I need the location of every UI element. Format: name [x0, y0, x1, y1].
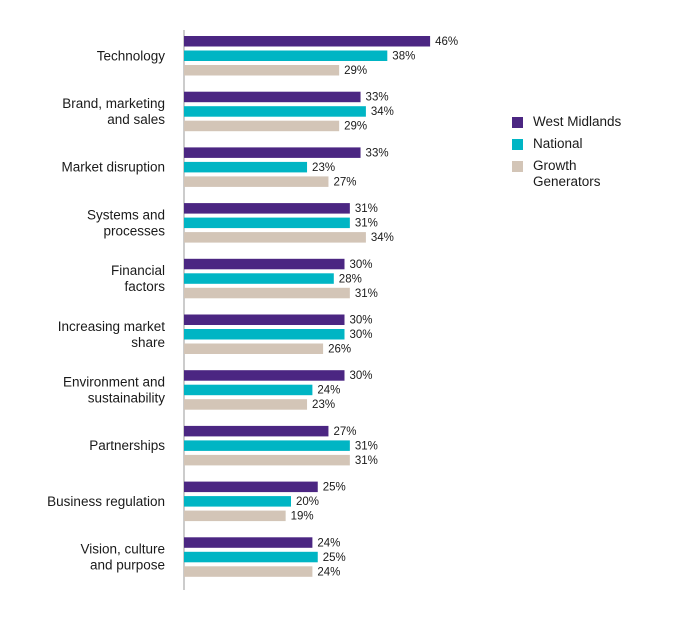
legend-item-national: National: [512, 136, 682, 152]
bar-growth-generators: [184, 287, 350, 299]
legend-label-national: National: [533, 136, 583, 151]
data-label: 30%: [350, 259, 373, 271]
bar-growth-generators: [184, 566, 313, 577]
data-label: 31%: [355, 440, 378, 452]
data-label: 24%: [317, 537, 340, 549]
data-label: 25%: [323, 552, 346, 564]
category-label: and purpose: [90, 558, 165, 573]
bar-west-midlands: [184, 91, 361, 103]
bar-growth-generators: [184, 120, 340, 132]
category-label: Technology: [97, 48, 166, 63]
category-label: Vision, culture: [80, 542, 165, 557]
bar-west-midlands: [184, 314, 345, 325]
data-label: 23%: [312, 399, 335, 411]
data-label: 24%: [317, 385, 340, 397]
data-label: 30%: [350, 315, 373, 327]
data-label: 26%: [328, 344, 351, 356]
category-label: share: [131, 335, 165, 350]
category-label: Partnerships: [89, 438, 165, 453]
bar-national: [184, 106, 366, 117]
data-label: 20%: [296, 496, 319, 508]
category-label: Market disruption: [61, 160, 165, 175]
data-label: 30%: [350, 370, 373, 382]
bar-growth-generators: [184, 454, 350, 466]
bar-growth-generators: [184, 510, 286, 522]
category-label: Increasing market: [58, 319, 166, 334]
category-label: Financial: [111, 263, 165, 278]
bar-national: [184, 496, 291, 507]
data-label: 29%: [344, 65, 367, 77]
bar-west-midlands: [184, 36, 431, 47]
bar-national: [184, 50, 388, 61]
legend-item-west-midlands: West Midlands: [512, 114, 682, 130]
category-label: Systems and: [87, 207, 165, 222]
category-label: factors: [124, 279, 165, 294]
legend: West Midlands National Growth Generators: [512, 114, 682, 196]
bar-west-midlands: [184, 370, 345, 381]
data-label: 46%: [435, 36, 458, 48]
bar-west-midlands: [184, 147, 361, 158]
data-label: 31%: [355, 218, 378, 230]
data-label: 27%: [333, 176, 356, 188]
bar-national: [184, 551, 318, 563]
legend-item-growth-generators: Growth Generators: [512, 158, 682, 190]
data-label: 25%: [323, 482, 346, 494]
data-label: 31%: [355, 203, 378, 215]
bar-national: [184, 440, 350, 451]
bar-growth-generators: [184, 65, 340, 76]
category-label: Brand, marketing: [62, 96, 165, 111]
legend-swatch-growth-generators: [512, 161, 523, 172]
data-label: 33%: [366, 92, 389, 104]
bar-growth-generators: [184, 343, 324, 354]
legend-swatch-west-midlands: [512, 117, 523, 128]
category-label: and sales: [107, 112, 165, 127]
bar-growth-generators: [184, 176, 329, 187]
category-label: Business regulation: [47, 494, 165, 509]
bar-national: [184, 384, 313, 396]
data-label: 29%: [344, 121, 367, 133]
category-label: sustainability: [88, 390, 166, 405]
category-label: Environment and: [63, 374, 165, 389]
bar-west-midlands: [184, 203, 350, 214]
bar-growth-generators: [184, 232, 366, 243]
data-label: 34%: [371, 232, 394, 244]
bar-west-midlands: [184, 537, 313, 548]
data-label: 24%: [317, 566, 340, 578]
bar-growth-generators: [184, 399, 308, 410]
bar-national: [184, 273, 334, 284]
data-label: 30%: [350, 329, 373, 341]
data-label: 33%: [366, 147, 389, 159]
bar-national: [184, 329, 345, 340]
data-label: 27%: [333, 426, 356, 438]
data-label: 31%: [355, 288, 378, 300]
data-label: 38%: [392, 51, 415, 63]
legend-label-west-midlands: West Midlands: [533, 114, 622, 129]
bar-west-midlands: [184, 425, 329, 437]
data-label: 31%: [355, 455, 378, 467]
legend-swatch-national: [512, 139, 523, 150]
data-label: 23%: [312, 162, 335, 174]
bar-national: [184, 217, 350, 229]
bar-national: [184, 161, 308, 173]
data-label: 28%: [339, 273, 362, 285]
bar-west-midlands: [184, 481, 318, 493]
data-label: 19%: [291, 511, 314, 523]
bar-west-midlands: [184, 258, 345, 270]
category-label: processes: [103, 223, 165, 238]
legend-label-growth-generators: Growth Generators: [533, 158, 601, 189]
data-label: 34%: [371, 106, 394, 118]
